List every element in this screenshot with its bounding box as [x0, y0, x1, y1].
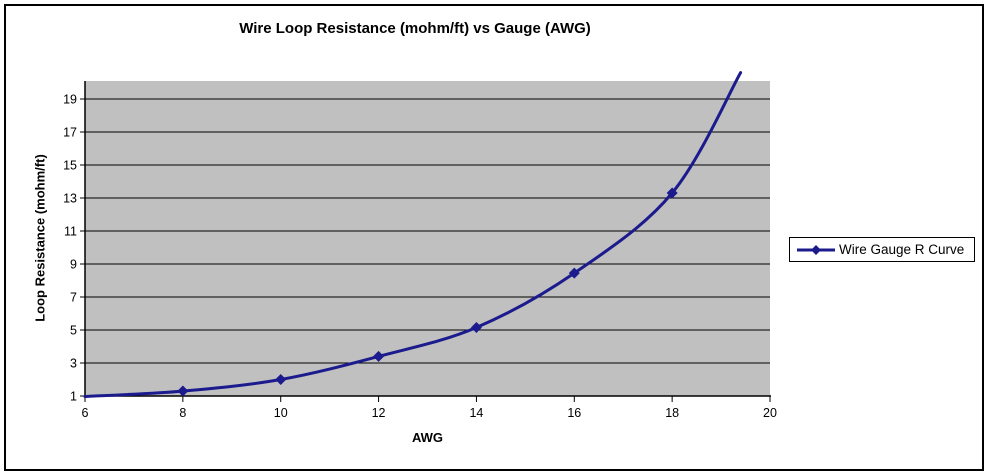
y-tick-label: 5 [70, 324, 77, 338]
x-tick-label: 12 [372, 406, 386, 420]
legend-series-label: Wire Gauge R Curve [839, 241, 965, 257]
y-tick-label: 17 [63, 126, 77, 140]
x-tick-label: 6 [82, 406, 89, 420]
x-tick-label: 20 [763, 406, 777, 420]
legend: Wire Gauge R Curve [789, 237, 975, 262]
chart-title: Wire Loop Resistance (mohm/ft) vs Gauge … [239, 20, 591, 37]
x-tick-label: 10 [274, 406, 288, 420]
data-point-marker [177, 385, 189, 397]
legend-series-marker-icon [797, 244, 835, 255]
data-point-marker [470, 322, 482, 334]
data-point-marker [275, 374, 287, 385]
x-axis-title: AWG [411, 430, 444, 445]
data-point-marker [666, 187, 678, 199]
x-tick-label: 8 [179, 406, 186, 420]
y-tick-label: 19 [63, 93, 77, 107]
y-tick-label: 9 [70, 258, 77, 272]
plot-area [85, 81, 770, 396]
y-tick-label: 15 [63, 159, 77, 173]
y-tick-label: 13 [63, 192, 77, 206]
data-point-marker [373, 350, 385, 362]
y-tick-label: 7 [70, 291, 77, 305]
y-tick-label: 1 [70, 390, 77, 404]
x-tick-label: 18 [665, 406, 679, 420]
x-tick-label: 16 [567, 406, 581, 420]
x-tick-label: 14 [469, 406, 483, 420]
y-axis-title: Loop Resistance (mohm/ft) [32, 154, 48, 322]
y-tick-label: 3 [70, 357, 77, 371]
y-tick-label: 11 [64, 225, 77, 239]
data-point-marker [568, 267, 580, 279]
